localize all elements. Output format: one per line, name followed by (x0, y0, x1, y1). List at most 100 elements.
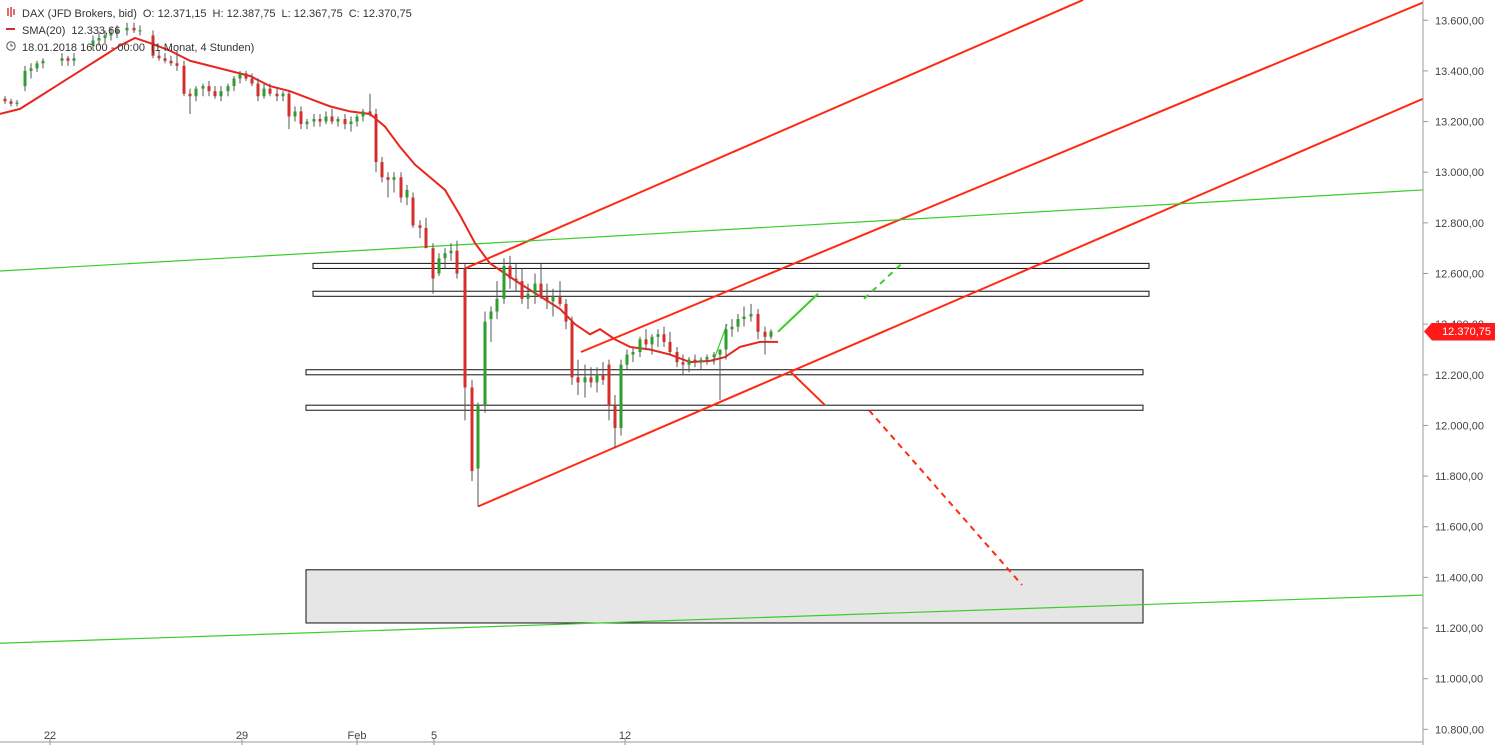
candle (392, 172, 396, 193)
candle (29, 63, 33, 79)
resistance-zone-lower (312, 290, 1150, 297)
candle (132, 22, 136, 33)
candle-body (656, 334, 660, 337)
candle (23, 65, 27, 92)
candle (35, 60, 39, 73)
candle-body (72, 58, 76, 61)
candle (476, 402, 480, 507)
candle-body (213, 91, 217, 97)
candle-body (169, 60, 173, 64)
candle-body (489, 311, 493, 320)
candle-body (508, 265, 512, 279)
candle (91, 35, 95, 51)
candle-body (299, 111, 303, 125)
candle (380, 157, 384, 183)
candle-body (476, 405, 480, 469)
y-tick-label: 13.400,00 (1435, 66, 1484, 78)
y-tick-label: 11.000,00 (1435, 674, 1483, 686)
candle-body (607, 364, 611, 406)
candle-body (151, 35, 155, 56)
candle (443, 248, 447, 269)
candle-body (589, 377, 593, 383)
candle (424, 217, 428, 249)
support-zone-lower (305, 404, 1144, 411)
candle (355, 113, 359, 127)
candle-body (411, 197, 415, 226)
candle-body (275, 93, 279, 97)
candle (589, 367, 593, 388)
forecast-down-dashed (868, 409, 1023, 586)
candle (570, 316, 574, 385)
candle-body (405, 189, 409, 198)
x-tick-label: Feb (348, 730, 367, 742)
candle (625, 349, 629, 370)
candle-body (244, 73, 248, 79)
candle (275, 88, 279, 102)
candle-body (495, 298, 499, 312)
legend-period: (1 Monat, 4 Stunden) (150, 42, 255, 54)
candle-body (712, 354, 716, 358)
candle-body (125, 27, 129, 31)
trend-lines (0, 0, 1424, 644)
candle-body (330, 116, 334, 122)
candle-body (650, 336, 654, 345)
candle-body (693, 359, 697, 363)
channel-middle (580, 1, 1424, 353)
candle (188, 88, 192, 114)
candle-body (763, 331, 767, 337)
candle-body (449, 250, 453, 254)
y-tick-label: 10.800,00 (1435, 724, 1484, 736)
candle-body (188, 93, 192, 97)
candle-body (41, 60, 45, 64)
candle-body (324, 116, 328, 122)
candle (219, 86, 223, 102)
candle (109, 27, 113, 41)
candle (769, 329, 773, 340)
candle (157, 50, 161, 61)
y-tick-label: 12.600,00 (1435, 269, 1484, 281)
candle-body (756, 314, 760, 332)
candle-body (392, 177, 396, 180)
candle (201, 83, 205, 97)
candle-body (520, 281, 524, 299)
clock-icon (6, 40, 18, 57)
candle-body (355, 116, 359, 122)
candle-body (226, 86, 230, 92)
candle-body (551, 296, 555, 302)
candle (489, 306, 493, 342)
candle-body (97, 37, 101, 41)
candle-body (675, 352, 679, 363)
candle-body (730, 326, 734, 330)
target-zone (305, 569, 1144, 624)
candle-body (262, 88, 266, 97)
candle-body (380, 162, 384, 178)
candle (125, 22, 129, 36)
candle (244, 70, 248, 82)
candle (455, 240, 459, 279)
candle (115, 25, 119, 38)
candle-body (132, 27, 136, 31)
candle-body (60, 58, 64, 61)
candle (151, 30, 155, 59)
candle (293, 106, 297, 122)
candle (361, 108, 365, 122)
candle (256, 78, 260, 102)
candle (656, 329, 660, 347)
candle (650, 334, 654, 355)
candle-body (625, 354, 629, 365)
candle-body (23, 70, 27, 87)
legend-low: L: 12.367,75 (281, 8, 343, 20)
candle (194, 86, 198, 102)
long-trend-lower (0, 594, 1424, 644)
sma-line-group (0, 36, 778, 364)
candle (449, 243, 453, 261)
candle-body (463, 268, 467, 388)
candle-body (318, 119, 322, 122)
candle-body (91, 40, 95, 46)
candle (138, 25, 142, 36)
candle (250, 73, 254, 87)
candle (526, 283, 530, 309)
candle-body (576, 377, 580, 383)
candle-body (29, 68, 33, 71)
